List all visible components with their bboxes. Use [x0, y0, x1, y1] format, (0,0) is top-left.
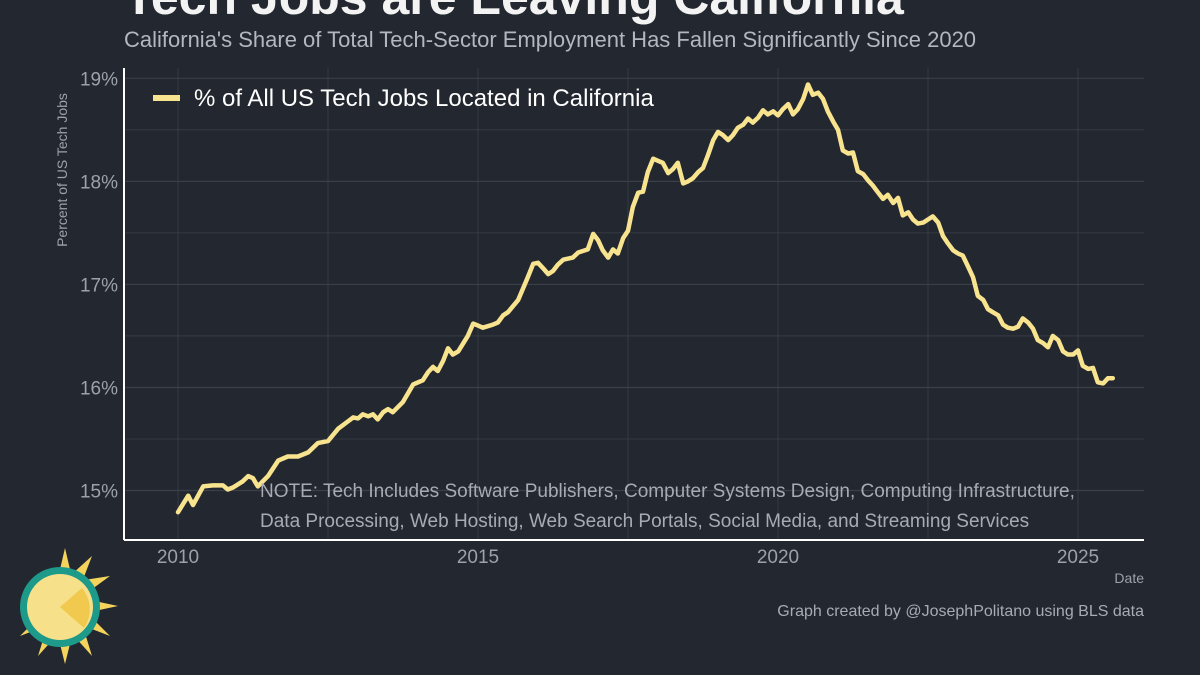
sun-icon	[20, 548, 118, 664]
x-tick-label: 2025	[1057, 547, 1099, 568]
y-tick-label: 18%	[80, 172, 118, 193]
chart-subtitle: California's Share of Total Tech-Sector …	[124, 27, 977, 52]
y-tick-label: 19%	[80, 69, 118, 90]
grid-lines	[124, 68, 1144, 540]
credit-text: Graph created by @JosephPolitano using B…	[777, 603, 1144, 620]
legend: % of All US Tech Jobs Located in Califor…	[153, 85, 654, 112]
y-tick-label: 17%	[80, 275, 118, 296]
x-axis-label: Date	[1114, 570, 1144, 586]
x-tick-label: 2020	[757, 547, 799, 568]
y-axis-ticks: 15% 16% 17% 18% 19%	[80, 69, 118, 502]
chart-title: Tech Jobs are Leaving California	[124, 0, 904, 26]
y-axis-label: Percent of US Tech Jobs	[54, 93, 70, 247]
note-line-2: Data Processing, Web Hosting, Web Search…	[260, 511, 1029, 532]
x-tick-label: 2010	[157, 547, 199, 568]
axes	[123, 68, 1144, 541]
x-tick-label: 2015	[457, 547, 499, 568]
y-tick-label: 15%	[80, 482, 118, 503]
series-lines	[175, 82, 1116, 515]
legend-label: % of All US Tech Jobs Located in Califor…	[194, 85, 654, 112]
note-line-1: NOTE: Tech Includes Software Publishers,…	[260, 481, 1075, 502]
y-tick-label: 16%	[80, 378, 118, 399]
x-axis-ticks: 2010 2015 2020 2025	[157, 547, 1099, 568]
series-line	[175, 82, 1116, 515]
